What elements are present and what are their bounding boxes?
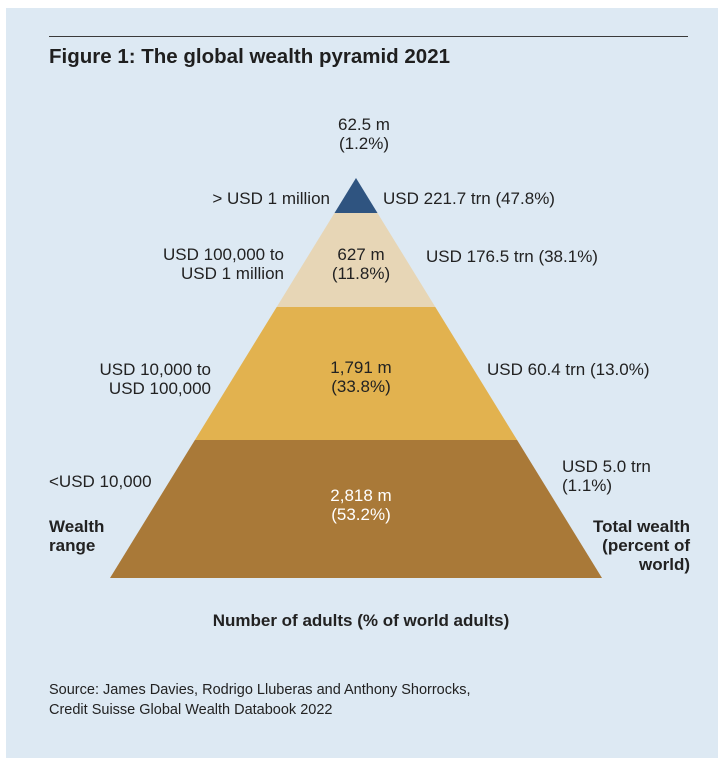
tier-3-adults-pct: (53.2%) bbox=[331, 505, 391, 524]
source-line-2: Credit Suisse Global Wealth Databook 202… bbox=[49, 702, 333, 718]
tier-0-range-line-1: > USD 1 million bbox=[212, 189, 330, 208]
tier-3-wealth-line-1: USD 5.0 trn bbox=[562, 457, 651, 476]
tier-3-total-wealth: USD 5.0 trn (1.1%) bbox=[562, 457, 651, 495]
tier-1-adults-pct: (11.8%) bbox=[331, 264, 391, 283]
tier-1-range-line-2: USD 1 million bbox=[181, 264, 284, 283]
tier-3-adults-label: 2,818 m (53.2%) bbox=[311, 486, 411, 524]
tier-2-adults: 1,791 m bbox=[330, 358, 392, 377]
tier-3-adults: 2,818 m bbox=[330, 486, 392, 505]
pyramid-tier-under-10k bbox=[110, 440, 602, 578]
tier-2-adults-pct: (33.8%) bbox=[331, 377, 391, 396]
source-line-1: Source: James Davies, Rodrigo Lluberas a… bbox=[49, 682, 471, 698]
tier-1-adults-label: 627 m (11.8%) bbox=[311, 245, 411, 283]
chart-title: Figure 1: The global wealth pyramid 2021 bbox=[49, 45, 450, 68]
tier-2-range-line-2: USD 100,000 bbox=[108, 379, 211, 398]
pyramid-tier-10k-100k bbox=[194, 307, 518, 440]
tier-0-total-wealth: USD 221.7 trn (47.8%) bbox=[383, 189, 555, 208]
total-wealth-title: Total wealth (percent of world) bbox=[593, 517, 690, 574]
tier-1-total-wealth: USD 176.5 trn (38.1%) bbox=[426, 247, 598, 266]
tier-3-range-line-1: <USD 10,000 bbox=[49, 472, 152, 491]
tier-1-range-line-1: USD 100,000 to bbox=[163, 245, 284, 264]
tier-0-wealth-line-1: USD 221.7 trn (47.8%) bbox=[383, 189, 555, 208]
tier-1-wealth-line-1: USD 176.5 trn (38.1%) bbox=[426, 247, 598, 266]
tier-2-adults-label: 1,791 m (33.8%) bbox=[311, 358, 411, 396]
tier-3-wealth-range: <USD 10,000 bbox=[49, 472, 152, 491]
tier-1-wealth-range: USD 100,000 to USD 1 million bbox=[163, 245, 284, 283]
total-wealth-title-line-2: (percent of bbox=[602, 536, 690, 555]
tier-0-wealth-range: > USD 1 million bbox=[212, 189, 330, 208]
title-rule bbox=[49, 36, 688, 37]
wealth-range-title-line-1: Wealth bbox=[49, 517, 105, 536]
total-wealth-title-line-1: Total wealth bbox=[593, 517, 690, 536]
tier-0-adults: 62.5 m bbox=[338, 115, 390, 134]
wealth-range-title-line-2: range bbox=[49, 536, 96, 555]
tier-0-adults-pct: (1.2%) bbox=[338, 134, 390, 153]
pyramid-tier-100k-1m bbox=[276, 213, 436, 307]
source-note: Source: James Davies, Rodrigo Lluberas a… bbox=[49, 680, 471, 720]
tier-1-adults: 627 m bbox=[337, 245, 385, 264]
tier-2-range-line-1: USD 10,000 to bbox=[99, 360, 211, 379]
total-wealth-title-line-3: world) bbox=[639, 555, 690, 574]
x-axis-label: Number of adults (% of world adults) bbox=[212, 611, 510, 630]
wealth-range-title: Wealth range bbox=[49, 517, 104, 555]
tier-3-wealth-line-2: (1.1%) bbox=[562, 476, 613, 495]
tier-2-wealth-line-1: USD 60.4 trn (13.0%) bbox=[487, 360, 650, 379]
tier-2-wealth-range: USD 10,000 to USD 100,000 bbox=[99, 360, 211, 398]
pyramid-tier-millionaires bbox=[334, 178, 378, 213]
tier-2-total-wealth: USD 60.4 trn (13.0%) bbox=[487, 360, 650, 379]
tier-0-adults-label: 62.5 m (1.2%) bbox=[314, 115, 414, 153]
